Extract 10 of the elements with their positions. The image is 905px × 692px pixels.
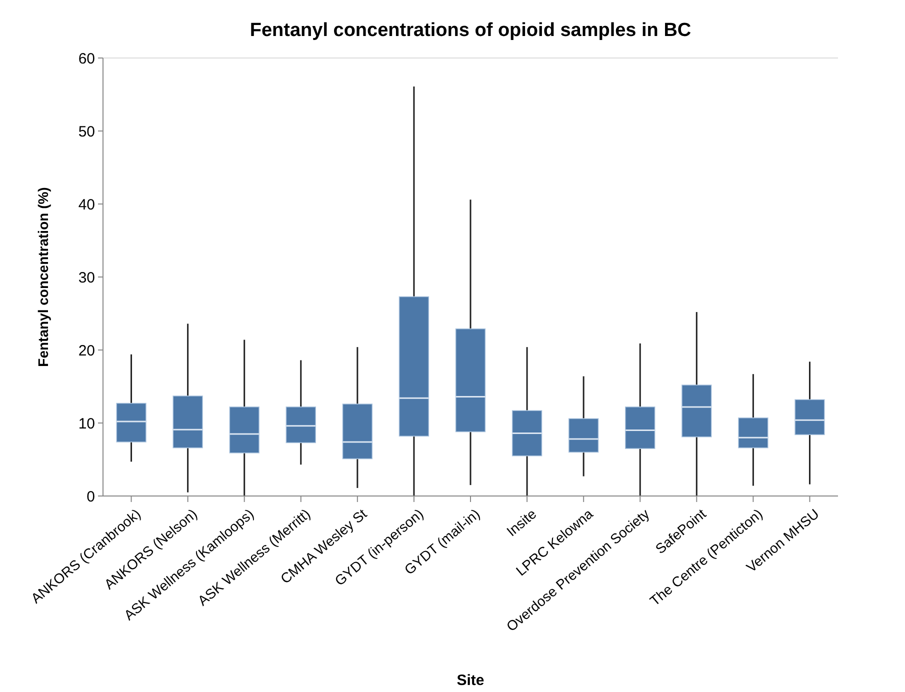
y-tick-label: 60	[78, 50, 95, 68]
y-axis-title: Fentanyl concentration (%)	[35, 187, 51, 367]
y-tick-label: 10	[78, 415, 95, 432]
x-axis-title: Site	[456, 672, 484, 689]
chart-title: Fentanyl concentrations of opioid samples in BC	[250, 20, 692, 41]
y-tick-label: 40	[78, 196, 95, 214]
y-tick-label: 30	[78, 269, 95, 286]
y-tick-label: 50	[78, 123, 95, 140]
y-tick-label: 20	[78, 342, 95, 360]
y-tick-label: 0	[86, 488, 95, 506]
